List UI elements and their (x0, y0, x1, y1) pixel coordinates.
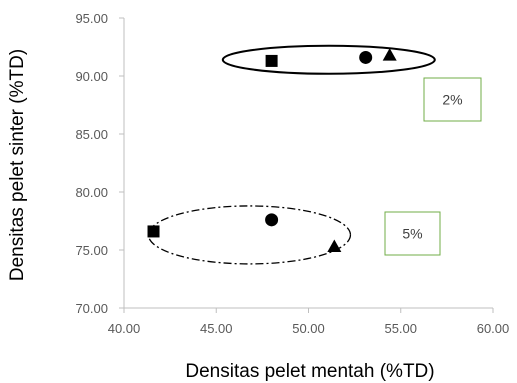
y-tick-label: 85.00 (75, 127, 108, 142)
annotation-label: 2% (442, 92, 462, 108)
data-point-triangle (382, 48, 397, 61)
y-tick-label: 80.00 (75, 185, 108, 200)
annotation-box (384, 211, 441, 256)
tick-labels: 40.00 45.00 50.00 55.00 60.00 70.00 75.00 80.00… (75, 11, 509, 336)
data-point-square (265, 54, 278, 67)
y-tick-label: 90.00 (75, 69, 108, 84)
y-tick-label: 95.00 (75, 11, 108, 26)
data-point-triangle (327, 239, 342, 253)
annotation-box (423, 77, 482, 122)
group-ellipse-5pct (147, 205, 352, 265)
x-tick-label: 50.00 (292, 321, 325, 336)
group-annotations: 2% 5% (384, 77, 482, 256)
group-ellipse-2pct (221, 44, 436, 75)
x-tick-label: 40.00 (108, 321, 141, 336)
data-point-square (147, 225, 160, 238)
y-tick-label: 70.00 (75, 301, 108, 316)
y-tick-label: 75.00 (75, 243, 108, 258)
annotation-label: 5% (402, 226, 422, 242)
data-points (147, 48, 397, 253)
x-tick-label: 55.00 (384, 321, 417, 336)
y-axis-title: Densitas pelet sinter (%TD) (7, 49, 28, 281)
x-axis-title: Densitas pelet mentah (%TD) (185, 361, 434, 382)
data-point-circle (265, 213, 279, 227)
x-tick-label: 45.00 (200, 321, 233, 336)
axes (123, 18, 493, 309)
x-tick-label: 60.00 (477, 321, 510, 336)
data-point-circle (359, 50, 373, 64)
